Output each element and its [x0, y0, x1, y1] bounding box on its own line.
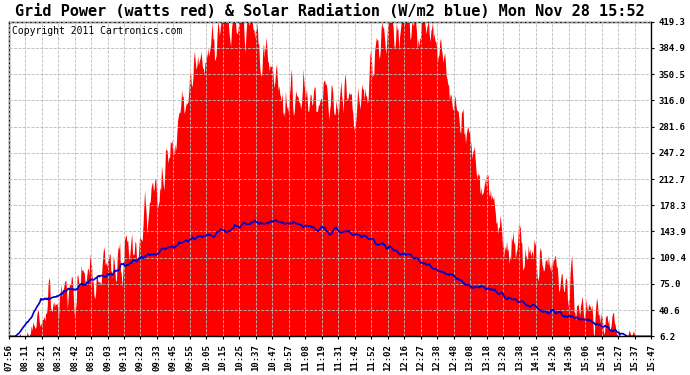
Title: Grid Power (watts red) & Solar Radiation (W/m2 blue) Mon Nov 28 15:52: Grid Power (watts red) & Solar Radiation…: [15, 4, 645, 19]
Text: Copyright 2011 Cartronics.com: Copyright 2011 Cartronics.com: [12, 27, 182, 36]
